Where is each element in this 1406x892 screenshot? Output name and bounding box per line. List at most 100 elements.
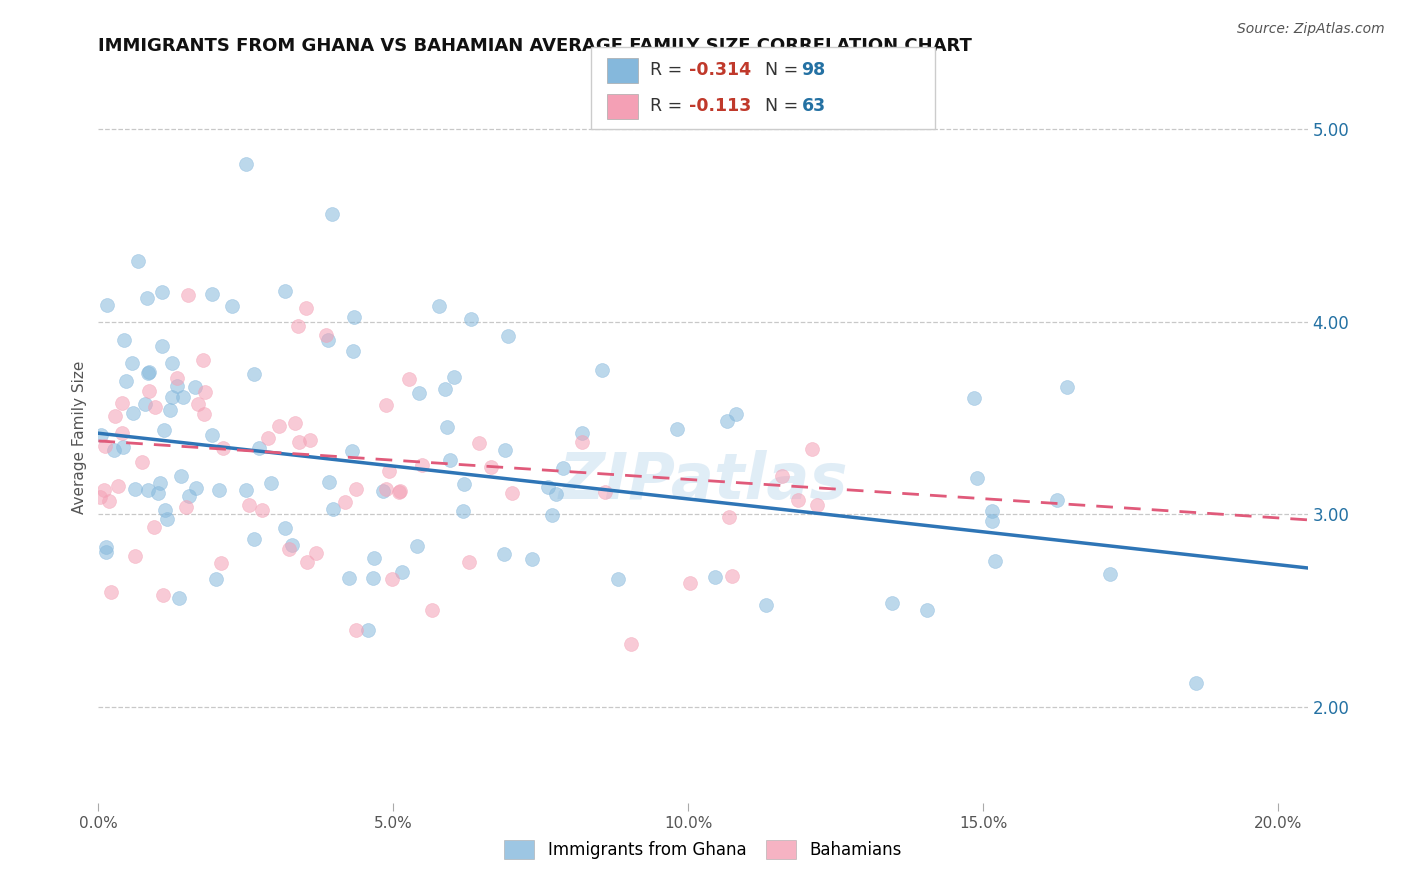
Immigrants from Ghana	[591, 362, 613, 376]
Bahamians	[344, 482, 367, 496]
Bahamians	[89, 490, 111, 504]
Immigrants from Ghana	[146, 486, 169, 500]
Bahamians	[299, 433, 322, 447]
Immigrants from Ghana	[136, 483, 159, 497]
Bahamians	[111, 426, 134, 441]
Text: -0.113: -0.113	[689, 97, 751, 115]
Immigrants from Ghana	[357, 624, 380, 638]
Bahamians	[420, 602, 443, 616]
Immigrants from Ghana	[665, 422, 688, 436]
Immigrants from Ghana	[363, 571, 385, 585]
Text: R =: R =	[650, 62, 688, 79]
Bahamians	[124, 549, 146, 564]
Bahamians	[186, 396, 208, 410]
Immigrants from Ghana	[966, 471, 988, 485]
Immigrants from Ghana	[1098, 566, 1121, 581]
Y-axis label: Average Family Size: Average Family Size	[72, 360, 87, 514]
Bahamians	[287, 318, 309, 333]
Immigrants from Ghana	[342, 444, 364, 458]
Immigrants from Ghana	[90, 428, 112, 442]
Immigrants from Ghana	[235, 157, 257, 171]
Immigrants from Ghana	[342, 310, 364, 325]
Immigrants from Ghana	[716, 414, 738, 428]
Bahamians	[398, 372, 420, 386]
Bahamians	[97, 494, 120, 508]
Immigrants from Ghana	[243, 532, 266, 546]
Bahamians	[250, 502, 273, 516]
Bahamians	[388, 483, 411, 498]
Immigrants from Ghana	[96, 298, 118, 312]
Bahamians	[411, 458, 433, 472]
Immigrants from Ghana	[427, 299, 450, 313]
Immigrants from Ghana	[127, 254, 149, 268]
Bahamians	[295, 555, 318, 569]
Bahamians	[104, 409, 127, 423]
Bahamians	[142, 520, 165, 534]
Bahamians	[294, 301, 316, 316]
Bahamians	[100, 584, 122, 599]
Immigrants from Ghana	[436, 419, 458, 434]
Immigrants from Ghana	[96, 545, 118, 559]
Bahamians	[193, 407, 215, 421]
Immigrants from Ghana	[405, 539, 427, 553]
Immigrants from Ghana	[136, 366, 159, 380]
Bahamians	[479, 460, 502, 475]
Bahamians	[288, 435, 311, 450]
Immigrants from Ghana	[342, 343, 364, 358]
Immigrants from Ghana	[337, 572, 360, 586]
Immigrants from Ghana	[408, 385, 430, 400]
Immigrants from Ghana	[112, 333, 135, 347]
Immigrants from Ghana	[260, 476, 283, 491]
Immigrants from Ghana	[204, 572, 226, 586]
Bahamians	[786, 492, 808, 507]
Bahamians	[277, 541, 299, 556]
Bahamians	[378, 464, 401, 478]
Immigrants from Ghana	[149, 475, 172, 490]
Immigrants from Ghana	[243, 367, 266, 381]
Bahamians	[375, 398, 398, 412]
Immigrants from Ghana	[544, 487, 567, 501]
Bahamians	[93, 483, 115, 497]
Immigrants from Ghana	[160, 390, 183, 404]
Bahamians	[143, 400, 166, 414]
Immigrants from Ghana	[460, 311, 482, 326]
Immigrants from Ghana	[169, 468, 191, 483]
Immigrants from Ghana	[134, 397, 156, 411]
Legend: Immigrants from Ghana, Bahamians: Immigrants from Ghana, Bahamians	[496, 831, 910, 868]
Immigrants from Ghana	[155, 502, 177, 516]
Bahamians	[238, 498, 260, 512]
Immigrants from Ghana	[274, 521, 297, 535]
Text: 98: 98	[801, 62, 825, 79]
Immigrants from Ghana	[963, 391, 986, 405]
Bahamians	[595, 484, 617, 499]
Immigrants from Ghana	[247, 441, 270, 455]
Immigrants from Ghana	[1056, 379, 1078, 393]
Immigrants from Ghana	[371, 483, 394, 498]
Immigrants from Ghana	[755, 598, 778, 612]
Bahamians	[111, 396, 134, 410]
Text: -0.314: -0.314	[689, 62, 751, 79]
Immigrants from Ghana	[94, 540, 117, 554]
Bahamians	[193, 385, 215, 400]
Immigrants from Ghana	[150, 339, 173, 353]
Immigrants from Ghana	[981, 514, 1004, 528]
Immigrants from Ghana	[724, 407, 747, 421]
Immigrants from Ghana	[200, 286, 222, 301]
Immigrants from Ghana	[177, 489, 200, 503]
Immigrants from Ghana	[494, 443, 516, 458]
Immigrants from Ghana	[159, 403, 181, 417]
Bahamians	[269, 419, 291, 434]
Text: Source: ZipAtlas.com: Source: ZipAtlas.com	[1237, 22, 1385, 37]
Immigrants from Ghana	[1184, 676, 1206, 690]
Immigrants from Ghana	[363, 550, 385, 565]
Immigrants from Ghana	[453, 477, 475, 491]
Bahamians	[806, 498, 828, 512]
Bahamians	[305, 545, 328, 559]
Bahamians	[344, 624, 367, 638]
Immigrants from Ghana	[981, 504, 1004, 518]
Bahamians	[107, 479, 129, 493]
Immigrants from Ghana	[184, 481, 207, 495]
Immigrants from Ghana	[880, 596, 903, 610]
Immigrants from Ghana	[152, 285, 174, 300]
Bahamians	[209, 556, 232, 570]
